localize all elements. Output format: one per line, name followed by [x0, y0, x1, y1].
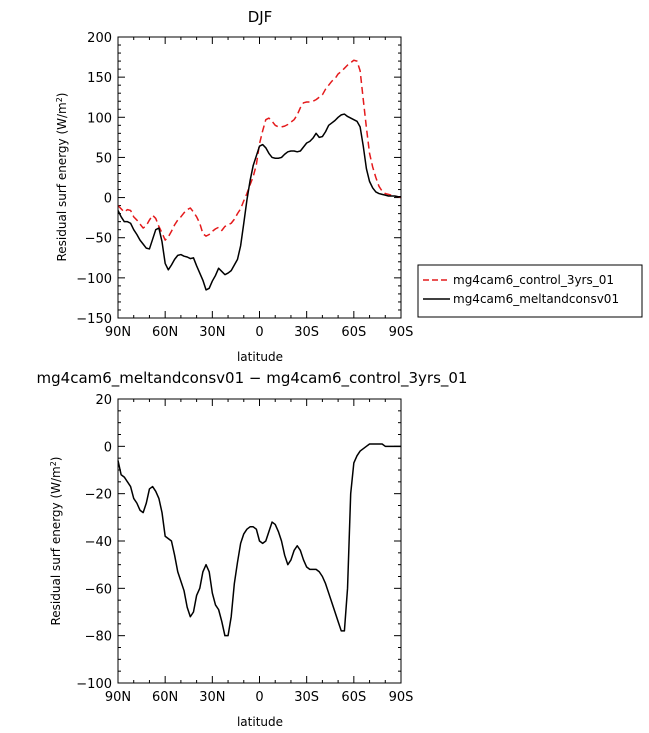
- chart0-series-0-line: [117, 59, 402, 241]
- bottom-ylabel: Residual surf energy (W/m2): [49, 456, 64, 625]
- top-plot-frame: [117, 36, 402, 319]
- chart0-ytick-label: 150: [87, 71, 112, 86]
- chart1-ytick-label: −60: [85, 582, 112, 597]
- chart0-ytick-label: 50: [95, 151, 112, 166]
- top-ylabel: Residual surf energy (W/m2): [55, 92, 70, 261]
- top-panel: DJF −150 −100 −50 0 50 100 150 200 90N 60N 30N 0 30S…: [55, 8, 414, 364]
- chart0-xtick-label: 30N: [199, 325, 225, 340]
- legend: mg4cam6_control_3yrs_01 mg4cam6_meltandc…: [417, 264, 643, 318]
- chart1-xtick-label: 0: [255, 690, 263, 705]
- chart0-xtick-label: 90S: [389, 325, 414, 340]
- chart0-ytick-label: −100: [76, 272, 112, 287]
- legend-box: [417, 264, 643, 318]
- chart0-xtick-label: 30S: [294, 325, 319, 340]
- chart1-ytick-label: −100: [76, 677, 112, 692]
- chart1-xtick-label: 90S: [389, 690, 414, 705]
- chart1-xtick-label: 30S: [294, 690, 319, 705]
- chart0-xtick-label: 90N: [105, 325, 131, 340]
- chart0-xtick-label: 60N: [152, 325, 178, 340]
- chart1-ytick-label: −40: [85, 535, 112, 550]
- bottom-xlabel: latitude: [237, 715, 283, 729]
- chart1-ytick-label: 0: [104, 440, 112, 455]
- top-panel-title: DJF: [248, 8, 273, 26]
- chart0-xtick-label: 60S: [341, 325, 366, 340]
- chart0-ytick-label: −50: [85, 232, 112, 247]
- chart1-xtick-label: 30N: [199, 690, 225, 705]
- top-xlabel: latitude: [237, 350, 283, 364]
- chart0-ytick-label: 100: [87, 111, 112, 126]
- chart0-xtick-label: 0: [255, 325, 263, 340]
- chart0-ytick-label: 0: [104, 192, 112, 207]
- chart0-series-1-line: [117, 113, 401, 291]
- chart1-ytick-label: −80: [85, 630, 112, 645]
- bottom-panel: mg4cam6_meltandconsv01 − mg4cam6_control…: [37, 369, 468, 729]
- chart0-ytick-label: 200: [87, 31, 112, 46]
- chart1-ytick-label: 20: [95, 393, 112, 408]
- chart1-ytick-label: −20: [85, 488, 112, 503]
- chart1-xtick-label: 60S: [341, 690, 366, 705]
- bottom-panel-title: mg4cam6_meltandconsv01 − mg4cam6_control…: [37, 369, 468, 388]
- bottom-plot-frame: [117, 398, 402, 684]
- chart1-xtick-label: 90N: [105, 690, 131, 705]
- legend-label-control: mg4cam6_control_3yrs_01: [453, 273, 614, 287]
- chart0-ytick-label: −150: [76, 312, 112, 327]
- chart1-series-0-line: [117, 443, 401, 637]
- chart1-xtick-label: 60N: [152, 690, 178, 705]
- legend-label-melt: mg4cam6_meltandconsv01: [453, 292, 619, 306]
